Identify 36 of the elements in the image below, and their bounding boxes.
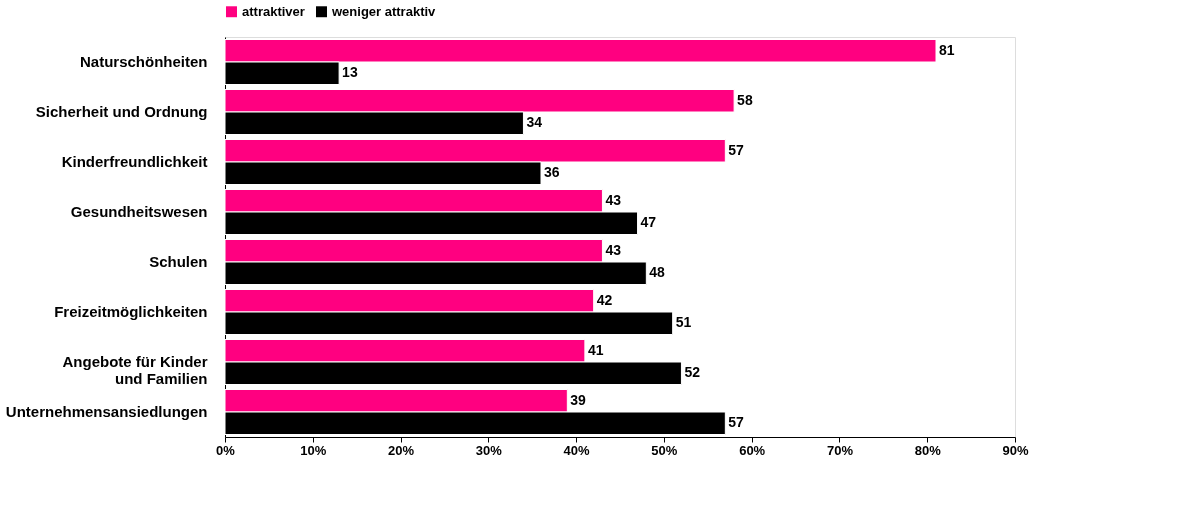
legend-label: weniger attraktiv [331,3,437,19]
legend-label: attraktiver [242,3,305,19]
data-label: 13 [342,64,358,81]
x-tick-label: 70% [826,442,854,458]
data-label: 43 [605,241,622,258]
y-tick-label: Freizeitmöglichkeiten [54,303,208,320]
x-tick-label: 50% [651,442,678,458]
data-label: 36 [544,164,560,181]
x-tick-label: 10% [300,442,327,458]
data-label: 52 [684,364,701,381]
x-tick-label: 20% [388,442,415,458]
y-tick-label: Schulen [149,253,208,270]
data-label: 43 [605,191,622,208]
data-label: 58 [737,91,753,108]
data-label: 81 [939,41,955,58]
x-tick-label: 40% [563,442,591,458]
y-tick-label: Sicherheit und Ordnung [35,103,208,120]
y-tick-label: Naturschönheiten [79,53,208,70]
data-label: 42 [596,291,613,308]
x-tick-label: 60% [739,442,766,458]
data-label: 57 [728,414,745,431]
x-tick-label: 30% [475,442,503,458]
y-tick-label: Unternehmensansiedlungen [5,403,208,420]
data-label: 48 [649,264,666,281]
y-tick-label: Gesundheitswesen [70,203,208,220]
data-label: 34 [526,114,543,131]
data-label: 41 [587,341,604,358]
y-tick-label: Angebote für Kinder und Familien [62,353,208,387]
x-tick-label: 80% [914,442,942,458]
data-label: 39 [570,391,587,408]
data-label: 47 [640,214,657,231]
y-tick-label: Kinderfreundlichkeit [61,153,208,170]
data-label: 51 [675,314,692,331]
x-tick-label: 90% [1002,442,1029,458]
x-tick-label: 0% [216,442,236,458]
data-label: 57 [728,141,745,158]
